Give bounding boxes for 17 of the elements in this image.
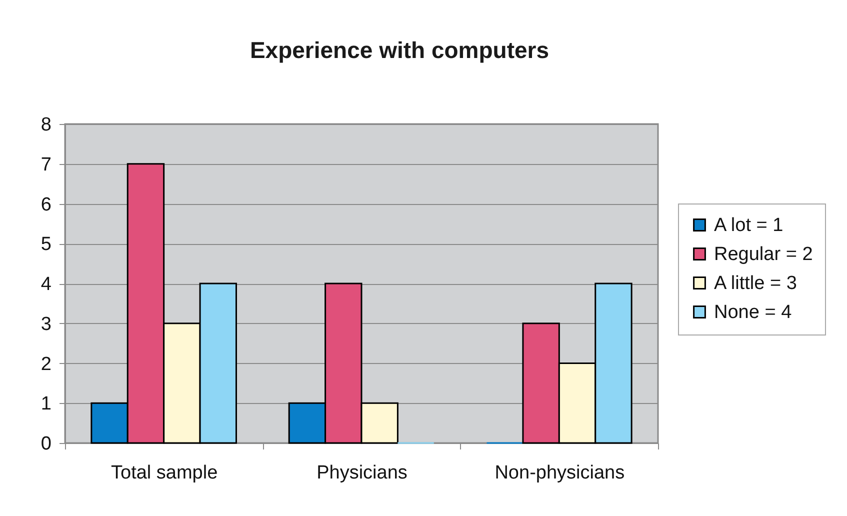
legend-label: A little = 3 [714, 273, 797, 294]
x-tick-label: Total sample [110, 462, 218, 484]
y-tick-label: 5 [40, 234, 52, 256]
legend-label: A lot = 1 [714, 215, 784, 236]
legend-label: None = 4 [714, 302, 792, 323]
y-tick-label: 1 [40, 394, 52, 415]
y-tick-label: 2 [40, 354, 52, 375]
y-tick-label: 3 [40, 314, 52, 335]
y-tick-label: 8 [40, 114, 52, 136]
y-tick-label: 4 [40, 274, 52, 295]
legend-label: Regular = 2 [714, 244, 813, 265]
y-tick-label: 7 [40, 154, 52, 176]
y-tick-label: 0 [40, 434, 52, 454]
y-tick-label: 6 [40, 194, 52, 216]
chart-title: Experience with computers [250, 37, 550, 63]
x-tick-label: Non-physicians [494, 462, 625, 484]
x-tick-label: Physicians [316, 462, 408, 484]
